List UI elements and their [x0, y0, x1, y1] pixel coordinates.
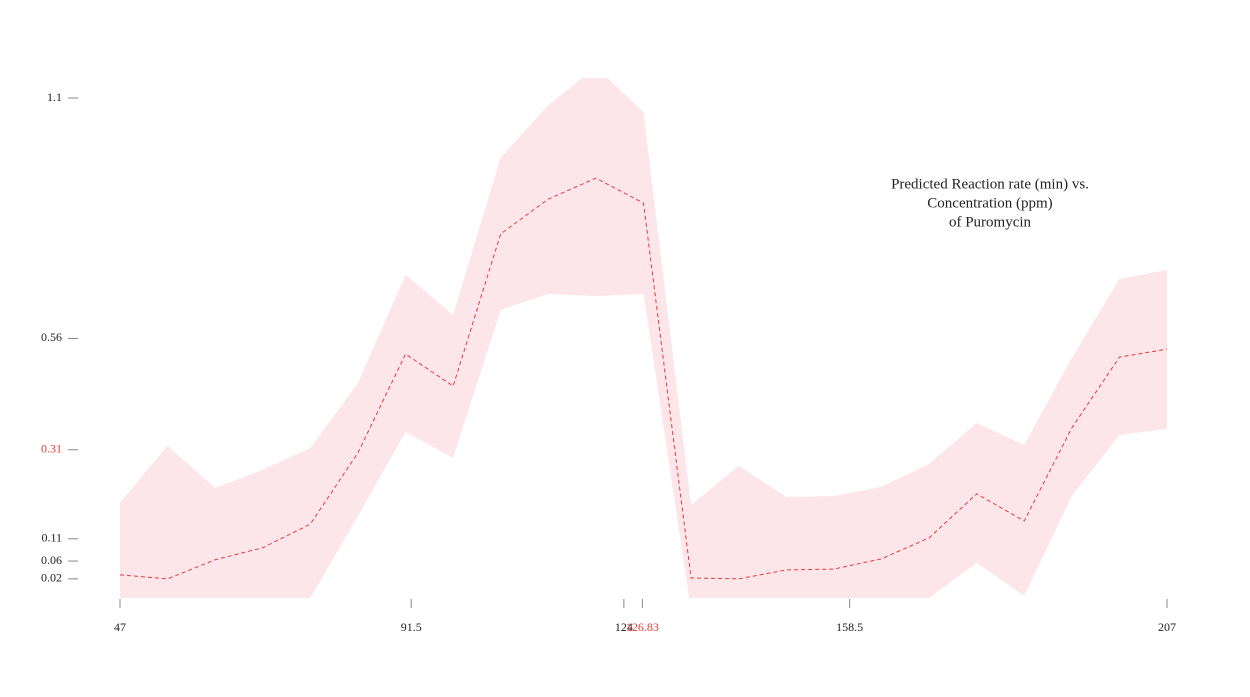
y-tick-label: 0.31: [41, 441, 62, 455]
x-tick-label: 158.5: [836, 620, 863, 634]
x-tick-label: 124: [615, 620, 633, 634]
confidence-band: [120, 78, 1167, 598]
y-tick-label: 0.11: [41, 531, 62, 545]
x-tick-label: 47: [114, 620, 126, 634]
x-tick-label: 207: [1158, 620, 1176, 634]
chart-title: Concentration (ppm): [927, 195, 1052, 211]
y-tick-label: 0.06: [41, 553, 62, 567]
chart-title: Predicted Reaction rate (min) vs.: [891, 176, 1089, 192]
chart-title: of Puromycin: [949, 214, 1032, 230]
x-tick-label: 91.5: [401, 620, 422, 634]
y-tick-label: 0.02: [41, 571, 62, 585]
x-tick-label: 126.83: [626, 620, 659, 634]
line: [119, 177, 1168, 580]
y-tick-label: 0.56: [41, 330, 62, 344]
y-tick-label: 1.1: [47, 90, 62, 104]
